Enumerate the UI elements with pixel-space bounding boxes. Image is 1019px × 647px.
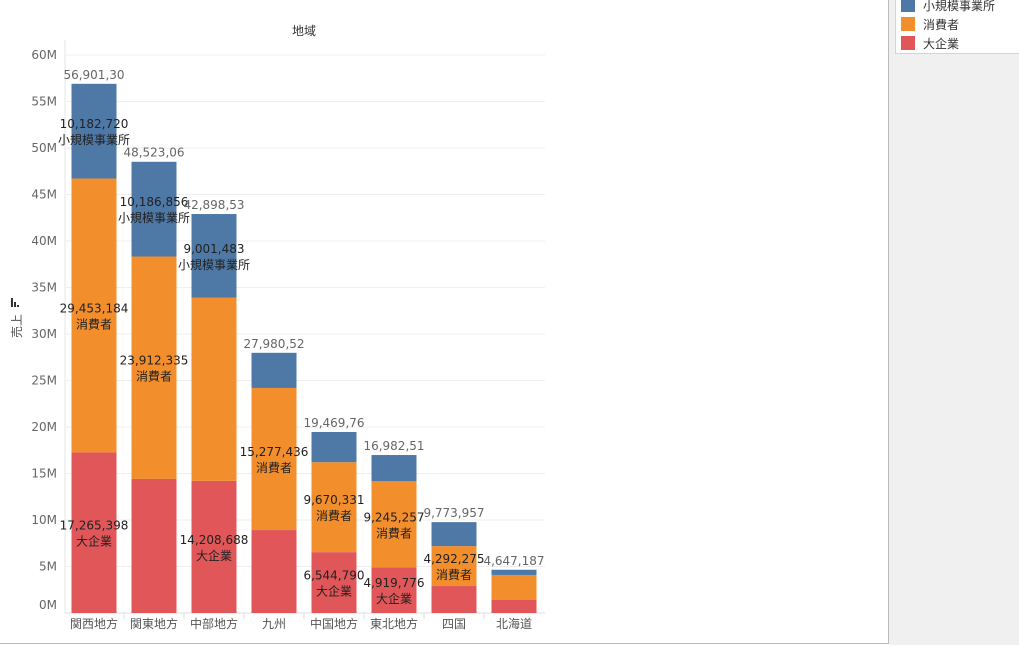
- bar-segment[interactable]: [371, 481, 417, 568]
- total-label: 56,901,30: [63, 68, 124, 82]
- legend-label: 大企業: [923, 36, 960, 51]
- chart-title: 地域: [292, 24, 316, 38]
- bar-segment[interactable]: [491, 569, 537, 575]
- y-tick-label: 35M: [31, 281, 57, 295]
- bar-segment[interactable]: [131, 478, 177, 613]
- legend-label: 小規模事業所: [923, 0, 996, 13]
- bar-segment[interactable]: [491, 599, 537, 613]
- y-tick-label: 10M: [31, 513, 57, 527]
- segment-series-label: 消費者: [256, 460, 292, 475]
- legend-swatch: [901, 36, 915, 50]
- bar-segment[interactable]: [191, 480, 237, 613]
- bar-segment[interactable]: [371, 567, 417, 613]
- sort-icon[interactable]: [11, 298, 19, 307]
- segment-value-label: 9,001,483: [183, 242, 244, 256]
- segment-value-label: 14,208,688: [180, 533, 249, 547]
- bar-segment[interactable]: [371, 455, 417, 482]
- stacked-bar-chart: 地域 売上 0M 5M 10M 15M 20M 25M 30M 35M 40M 45M 50M 55M…: [9, 24, 545, 631]
- legend: 小規模事業所 消費者 大企業: [895, 0, 1019, 54]
- y-axis-title-group[interactable]: 売上: [9, 298, 24, 338]
- segment-series-label: 大企業: [76, 534, 112, 549]
- y-tick-label: 0M: [39, 598, 57, 612]
- segment-value-label: 6,544,790: [303, 569, 364, 583]
- bar-segment[interactable]: [491, 574, 537, 600]
- y-tick-label: 25M: [31, 374, 57, 388]
- bar-segment[interactable]: [191, 214, 237, 298]
- legend-item-enterprise[interactable]: 大企業: [901, 35, 959, 51]
- chart-pane: 地域 売上 0M 5M 10M 15M 20M 25M 30M 35M 40M 45M 50M 55M…: [0, 0, 889, 644]
- x-tick-label: 東北地方: [370, 616, 418, 631]
- bar-segment[interactable]: [431, 522, 477, 547]
- bar-segment[interactable]: [131, 161, 177, 257]
- x-tick-label: 九州: [262, 617, 286, 631]
- segment-series-label: 大企業: [196, 548, 232, 563]
- bar-segment[interactable]: [71, 178, 117, 453]
- side-panel: [889, 0, 1019, 645]
- y-tick-label: 45M: [31, 188, 57, 202]
- legend-label: 消費者: [923, 17, 960, 32]
- segment-value-label: 9,670,331: [303, 493, 364, 507]
- x-tick-label: 中国地方: [310, 616, 358, 631]
- total-label: 9,773,957: [423, 506, 484, 520]
- legend-item-consumer[interactable]: 消費者: [901, 16, 959, 32]
- y-tick-label: 50M: [31, 141, 57, 155]
- y-axis-title: 売上: [9, 314, 24, 338]
- legend-swatch: [901, 17, 915, 31]
- total-label: 27,980,52: [243, 337, 304, 351]
- total-label: 16,982,51: [363, 439, 424, 453]
- segment-value-label: 10,182,720: [60, 117, 129, 131]
- segment-value-label: 23,912,335: [120, 354, 189, 368]
- segment-series-label: 消費者: [76, 316, 112, 331]
- bar-segment[interactable]: [311, 462, 357, 553]
- bar-segment[interactable]: [71, 83, 117, 179]
- segment-series-label: 消費者: [136, 369, 172, 384]
- total-label: 4,647,187: [483, 554, 544, 568]
- y-tick-label: 55M: [31, 95, 57, 109]
- bar-segment[interactable]: [251, 352, 297, 388]
- bar-segment[interactable]: [191, 297, 237, 481]
- y-tick-label: 60M: [31, 48, 57, 62]
- segment-value-label: 17,265,398: [60, 519, 129, 533]
- segment-value-label: 4,919,776: [363, 576, 424, 590]
- segment-value-label: 15,277,436: [240, 445, 309, 459]
- segment-series-label: 小規模事業所: [178, 257, 250, 272]
- total-label: 48,523,06: [123, 146, 184, 160]
- bar-segment[interactable]: [251, 530, 297, 613]
- legend-item-small-business[interactable]: 小規模事業所: [901, 0, 995, 13]
- x-tick-label: 中部地方: [190, 616, 238, 631]
- segment-series-label: 大企業: [376, 591, 412, 606]
- x-tick-label: 関西地方: [70, 616, 118, 631]
- x-tick-label: 四国: [442, 617, 466, 631]
- segment-series-label: 大企業: [316, 584, 352, 599]
- y-tick-label: 40M: [31, 234, 57, 248]
- segment-series-label: 消費者: [316, 508, 352, 523]
- x-tick-label: 北海道: [496, 616, 532, 631]
- total-label: 42,898,53: [183, 198, 244, 212]
- bar-segment[interactable]: [311, 431, 357, 463]
- segment-value-label: 4,292,275: [423, 552, 484, 566]
- bar-segment[interactable]: [71, 452, 117, 613]
- bar-segment[interactable]: [431, 586, 477, 613]
- segment-series-label: 消費者: [376, 525, 412, 540]
- segment-series-label: 小規模事業所: [58, 132, 130, 147]
- segment-series-label: 小規模事業所: [118, 210, 190, 225]
- segment-value-label: 9,245,257: [363, 510, 424, 524]
- x-tick-label: 関東地方: [130, 616, 178, 631]
- segment-value-label: 10,186,856: [120, 195, 189, 209]
- segment-series-label: 消費者: [436, 567, 472, 582]
- bar-segment[interactable]: [251, 387, 297, 531]
- total-label: 19,469,76: [303, 416, 364, 430]
- segment-value-label: 29,453,184: [60, 301, 129, 315]
- y-tick-label: 30M: [31, 327, 57, 341]
- y-tick-label: 5M: [39, 560, 57, 574]
- bar-segment[interactable]: [431, 546, 477, 587]
- y-tick-label: 20M: [31, 420, 57, 434]
- legend-swatch: [901, 0, 915, 12]
- y-tick-label: 15M: [31, 467, 57, 481]
- bar-segment[interactable]: [311, 552, 357, 613]
- bar-segment[interactable]: [131, 256, 177, 479]
